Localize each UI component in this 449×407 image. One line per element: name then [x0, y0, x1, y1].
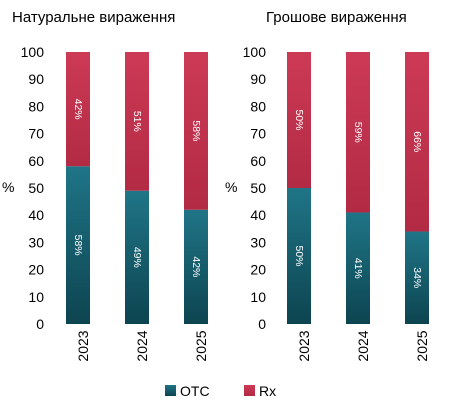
bar-segment-otc: [346, 212, 370, 324]
data-label: 41%: [352, 258, 364, 279]
y-tick-label: 60: [250, 153, 266, 169]
y-tick-label: 0: [258, 316, 266, 332]
y-axis-unit: %: [225, 179, 237, 195]
x-category-label: 2023: [296, 330, 312, 361]
y-tick-label: 30: [28, 234, 44, 250]
bar-segment-otc: [184, 209, 208, 324]
data-label: 42%: [72, 99, 84, 120]
bar-segment-otc: [287, 188, 311, 324]
y-tick-label: 20: [28, 262, 44, 278]
data-label: 34%: [411, 267, 423, 288]
y-tick-label: 80: [28, 98, 44, 114]
bar-segment-rx: [405, 52, 429, 232]
y-tick-label: 70: [250, 126, 266, 142]
y-tick-label: 0: [36, 316, 44, 332]
data-label: 66%: [411, 131, 423, 152]
y-tick-label: 100: [21, 44, 45, 60]
chart-panel-2: Грошове вираження% 0 10 20 30 40 50 60 70 80 90 100…: [225, 9, 430, 362]
legend-label-rx: Rx: [259, 383, 276, 399]
data-label: 51%: [131, 111, 143, 132]
y-tick-label: 60: [28, 153, 44, 169]
y-tick-label: 10: [28, 289, 44, 305]
y-tick-label: 40: [250, 207, 266, 223]
x-category-label: 2025: [193, 330, 209, 361]
y-tick-label: 30: [250, 234, 266, 250]
data-label: 58%: [72, 235, 84, 256]
bar-segment-otc: [405, 231, 429, 324]
y-tick-label: 90: [28, 71, 44, 87]
legend: OTC Rx: [165, 383, 276, 399]
bar-segment-rx: [184, 52, 208, 210]
y-axis-unit: %: [2, 179, 14, 195]
bar-segment-rx: [125, 52, 149, 191]
data-label: 50%: [293, 109, 305, 130]
legend-swatch-otc: [165, 385, 176, 396]
chart-panel-1: Натуральне вираження% 0 10 20 30 40 50 60 70 80 90…: [2, 9, 209, 362]
y-tick-label: 50: [250, 180, 266, 196]
y-tick-label: 40: [28, 207, 44, 223]
data-label: 50%: [293, 245, 305, 266]
bar-segment-otc: [66, 166, 90, 324]
y-tick-label: 50: [28, 180, 44, 196]
y-tick-label: 10: [250, 289, 266, 305]
y-tick-label: 20: [250, 262, 266, 278]
y-tick-label: 80: [250, 98, 266, 114]
x-category-label: 2024: [355, 330, 371, 361]
x-category-label: 2023: [75, 330, 91, 361]
bar-segment-rx: [287, 52, 311, 188]
data-label: 49%: [131, 247, 143, 268]
legend-label-otc: OTC: [180, 383, 210, 399]
chart-title: Грошове вираження: [266, 9, 407, 26]
bar-segment-rx: [346, 52, 370, 213]
legend-swatch-rx: [244, 385, 255, 396]
bar-segment-otc: [125, 190, 149, 324]
y-tick-label: 100: [243, 44, 267, 60]
data-label: 58%: [190, 120, 202, 141]
data-label: 59%: [352, 122, 364, 143]
data-label: 42%: [190, 256, 202, 277]
bar-segment-rx: [66, 52, 90, 167]
x-category-label: 2025: [414, 330, 430, 361]
y-tick-label: 90: [250, 71, 266, 87]
chart-title: Натуральне вираження: [12, 9, 175, 26]
y-tick-label: 70: [28, 126, 44, 142]
x-category-label: 2024: [134, 330, 150, 361]
